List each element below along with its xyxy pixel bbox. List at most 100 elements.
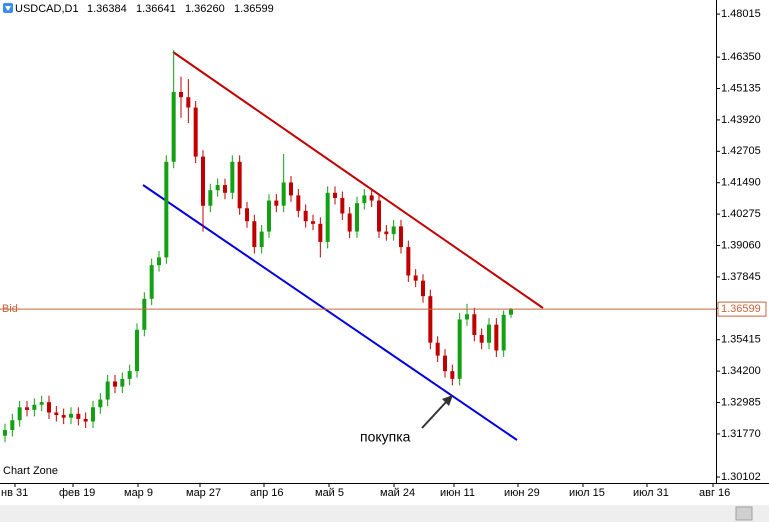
candle-body	[215, 185, 220, 191]
watermark: Chart Zone	[3, 465, 58, 477]
candle-body	[274, 200, 279, 206]
y-tick-label: 1.48015	[721, 8, 761, 20]
candle-body	[259, 231, 264, 248]
scrollbar[interactable]	[0, 505, 769, 522]
y-tick-label: 1.45135	[721, 82, 761, 94]
x-tick-label: мар 9	[124, 487, 153, 499]
candle-body	[69, 413, 73, 418]
candle-body	[223, 185, 227, 193]
candle-body	[61, 415, 66, 418]
candle-body	[318, 223, 323, 242]
candle-body	[83, 418, 88, 422]
candle-body	[406, 247, 411, 276]
y-tick-label: 1.31770	[721, 428, 761, 440]
x-tick-label: июн 29	[504, 487, 540, 499]
candle-body	[10, 420, 15, 431]
candle-body	[450, 371, 455, 379]
y-tick-label: 1.37845	[721, 271, 761, 283]
arrow	[421, 400, 448, 429]
candle-body	[245, 208, 249, 222]
x-tick-label: авг 16	[699, 487, 730, 499]
x-tick-label: нв 31	[1, 487, 28, 499]
candle-body	[113, 381, 117, 387]
quote-close: 1.36599	[234, 3, 274, 15]
candle-body	[267, 200, 271, 232]
bid-price-box	[717, 301, 767, 317]
candle-body	[237, 161, 242, 209]
candle-body	[377, 200, 381, 232]
y-tick-label: 1.46350	[721, 51, 761, 63]
scrollbar-thumb[interactable]	[735, 506, 753, 521]
candle-body	[501, 314, 506, 351]
candle-body	[384, 231, 389, 235]
candle-body	[399, 226, 403, 248]
candle-body	[47, 402, 51, 413]
x-tick-label: апр 16	[250, 487, 283, 499]
candle-body	[457, 319, 462, 379]
candle-body	[76, 413, 81, 419]
support-line	[142, 184, 518, 441]
candle-body	[340, 197, 345, 214]
y-tick-label: 1.35415	[721, 334, 761, 346]
candle-body	[487, 324, 491, 343]
candle-body	[443, 355, 447, 372]
candle-body	[509, 309, 513, 315]
candle-body	[494, 324, 499, 351]
arrow-head	[442, 395, 453, 406]
symbol: USDCAD,D1	[15, 3, 79, 15]
candle-body	[421, 280, 425, 297]
candle-body	[186, 97, 191, 108]
candle-body	[325, 192, 330, 242]
candle-body	[105, 381, 110, 400]
candle-body	[157, 257, 161, 266]
candle-body	[479, 334, 484, 343]
candle-body	[230, 161, 235, 193]
candle-body	[333, 192, 337, 198]
candle-body	[296, 195, 301, 211]
y-tick-label: 1.39060	[721, 239, 761, 251]
candle-body	[98, 399, 103, 408]
candle-body	[289, 182, 293, 196]
x-tick-label: фев 19	[59, 487, 95, 499]
candle-body	[201, 156, 205, 206]
candle-body	[135, 329, 139, 372]
candle-body	[193, 107, 198, 157]
quote-low: 1.36260	[185, 3, 225, 15]
quote-open: 1.36384	[87, 3, 127, 15]
candle-body	[164, 161, 169, 258]
candle-body	[208, 190, 213, 206]
y-tick-label: 1.30102	[721, 471, 761, 483]
candle-body	[17, 407, 22, 421]
candle-body	[149, 265, 154, 299]
symbol-icon-arrow	[5, 6, 11, 11]
candle-body	[303, 210, 308, 222]
resistance-line	[172, 51, 544, 309]
candle-body	[472, 314, 477, 335]
y-tick-label: 1.40275	[721, 208, 761, 220]
candle-body	[465, 314, 469, 320]
candle-body	[369, 195, 374, 201]
candle-body	[391, 226, 396, 235]
candle-body	[355, 203, 359, 232]
candle-body	[347, 213, 352, 232]
candle-body	[127, 371, 132, 379]
candle-body	[435, 342, 440, 356]
x-tick-label: май 24	[380, 487, 415, 499]
candle-body	[171, 92, 176, 162]
candle-body	[311, 221, 315, 224]
x-tick-label: июн 11	[440, 487, 475, 499]
annotation: покупка	[360, 429, 411, 445]
candle-body	[39, 402, 44, 405]
candle-body	[428, 296, 433, 343]
bid-price: 1.36599	[721, 303, 761, 315]
candle-body	[362, 195, 367, 204]
candle-body	[142, 298, 147, 330]
candle-body	[252, 221, 257, 248]
x-tick-label: май 5	[315, 487, 344, 499]
candle-body	[91, 407, 95, 422]
candle-body	[25, 407, 29, 410]
y-tick-label: 1.42705	[721, 145, 761, 157]
x-tick-label: мар 27	[186, 487, 221, 499]
